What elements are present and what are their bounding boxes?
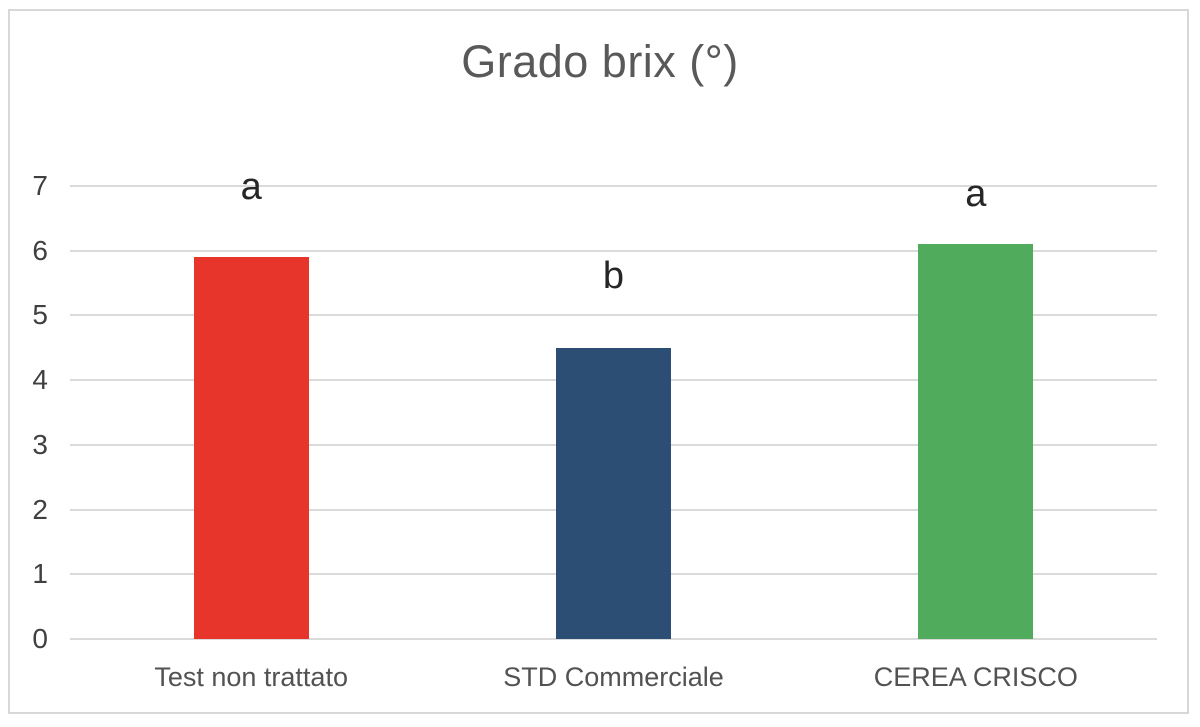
- bar-std-commerciale: [556, 347, 671, 639]
- gridline-y0: [70, 638, 1157, 640]
- gridline-y5: [70, 314, 1157, 317]
- y-axis-tick-label-6: 6: [32, 234, 48, 266]
- y-axis-tick-label-0: 0: [32, 623, 48, 654]
- bar-test-non-trattato: [193, 257, 309, 639]
- chart-title: Grado brix (°): [461, 36, 739, 87]
- significance-letter-cerea-crisco: a: [965, 173, 987, 216]
- category-label-std-commerciale: STD Commerciale: [503, 662, 724, 692]
- category-label-test-non-trattato: Test non trattato: [154, 662, 348, 692]
- significance-letter-test-non-trattato: a: [240, 166, 262, 209]
- gridline-y6: [70, 249, 1157, 252]
- y-axis-tick-label-2: 2: [32, 493, 48, 525]
- y-axis-tick-label-3: 3: [32, 428, 48, 460]
- y-axis-tick-label-4: 4: [32, 364, 48, 396]
- bar-cerea-crisco: [918, 244, 1034, 639]
- y-axis-tick-label-5: 5: [32, 299, 48, 331]
- significance-letter-std-commerciale: b: [602, 254, 625, 297]
- y-axis-tick-label-7: 7: [32, 170, 48, 201]
- y-axis-tick-label-1: 1: [32, 558, 48, 590]
- category-label-cerea-crisco: CEREA CRISCO: [873, 662, 1078, 692]
- gridline-y7: [70, 185, 1157, 187]
